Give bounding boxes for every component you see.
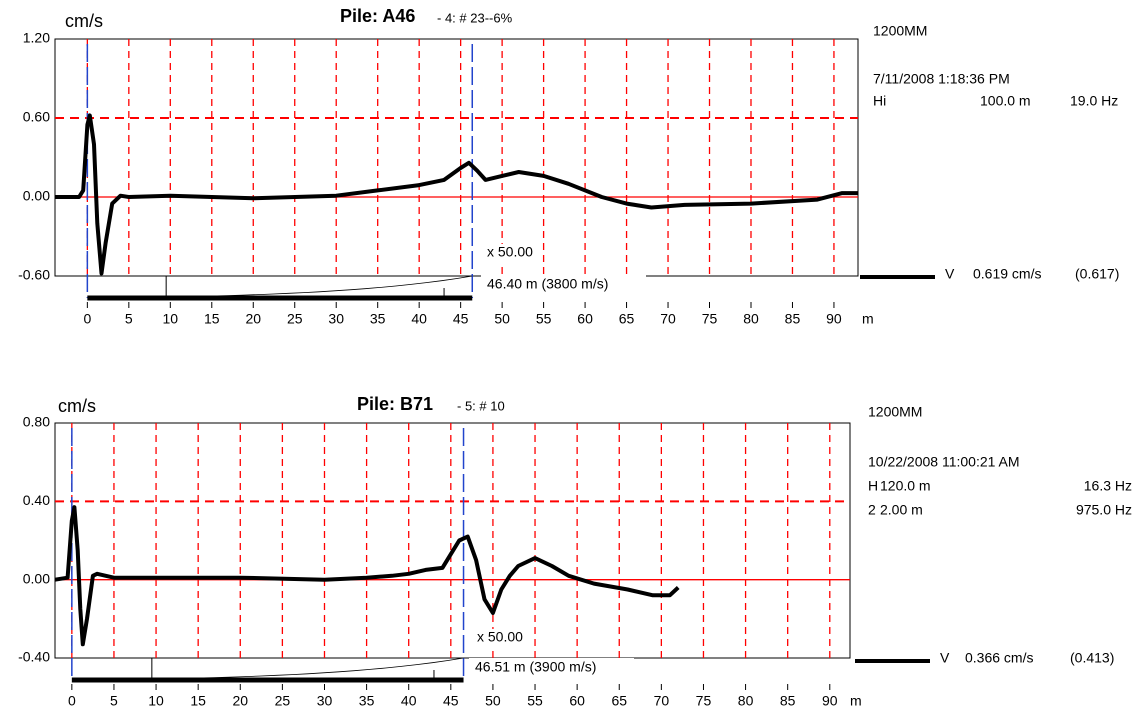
x-tick-label: 20 xyxy=(245,311,261,327)
amplification-curve xyxy=(151,657,464,680)
x-tick-label: 60 xyxy=(569,693,585,709)
x-tick-label: 65 xyxy=(619,311,635,327)
chart-title: Pile: B71 xyxy=(357,394,433,414)
info-text: Hi xyxy=(873,93,886,109)
y-tick-label: 0.00 xyxy=(23,570,50,586)
legend-reference: (0.413) xyxy=(1070,650,1114,666)
velocity-line xyxy=(54,505,680,647)
x-tick-label: 45 xyxy=(453,311,469,327)
label-box xyxy=(469,658,634,678)
y-tick-label: -0.40 xyxy=(18,649,50,665)
x-tick-label: 35 xyxy=(359,693,375,709)
y-tick-label: 0.80 xyxy=(23,414,50,430)
info-text: 10/22/2008 11:00:21 AM xyxy=(868,454,1020,470)
label-box xyxy=(481,244,541,262)
info-text: 2.00 m xyxy=(880,502,923,518)
x-unit: m xyxy=(850,693,862,709)
y-unit: cm/s xyxy=(65,11,103,31)
legend-value: 0.619 cm/s xyxy=(973,266,1041,282)
plot-frame xyxy=(54,38,859,277)
y-tick-label: 0.60 xyxy=(23,109,50,125)
info-text: 100.0 m xyxy=(980,93,1031,109)
label-box xyxy=(481,275,646,295)
amplification-label: x 50.00 xyxy=(477,629,523,645)
x-tick-label: 80 xyxy=(743,311,759,327)
x-tick-label: 10 xyxy=(163,311,179,327)
amplification-label: x 50.00 xyxy=(487,244,533,260)
x-tick-label: 0 xyxy=(83,311,91,327)
chart-title: Pile: A46 xyxy=(340,6,415,26)
x-tick-label: 85 xyxy=(785,311,801,327)
x-tick-label: 50 xyxy=(494,311,510,327)
info-text: 16.3 Hz xyxy=(1084,478,1132,494)
chart-subtitle: - 5: # 10 xyxy=(457,398,505,413)
x-tick-label: 85 xyxy=(780,693,796,709)
legend-label: V xyxy=(940,650,950,666)
amplification-curve xyxy=(166,275,473,298)
x-tick-label: 0 xyxy=(68,693,76,709)
info-text: 2 xyxy=(868,502,876,518)
info-text: 120.0 m xyxy=(880,478,931,494)
chart-subtitle: - 4: # 23--6% xyxy=(437,10,513,25)
x-tick-label: 70 xyxy=(660,311,676,327)
x-tick-label: 65 xyxy=(611,693,627,709)
x-tick-label: 5 xyxy=(110,693,118,709)
x-tick-label: 15 xyxy=(190,693,206,709)
x-tick-label: 20 xyxy=(232,693,248,709)
legend-reference: (0.617) xyxy=(1075,266,1119,282)
legend-label: V xyxy=(945,266,955,282)
info-text: 975.0 Hz xyxy=(1076,502,1132,518)
x-tick-label: 35 xyxy=(370,311,386,327)
x-tick-label: 75 xyxy=(702,311,718,327)
x-tick-label: 5 xyxy=(125,311,133,327)
x-tick-label: 50 xyxy=(485,693,501,709)
x-tick-label: 25 xyxy=(275,693,291,709)
x-tick-label: 40 xyxy=(411,311,427,327)
x-tick-label: 60 xyxy=(577,311,593,327)
legend-value: 0.366 cm/s xyxy=(965,650,1033,666)
depth-label: 46.51 m (3900 m/s) xyxy=(475,659,596,675)
x-tick-label: 75 xyxy=(696,693,712,709)
plot-frame xyxy=(54,422,851,659)
x-tick-label: 40 xyxy=(401,693,417,709)
y-tick-label: -0.60 xyxy=(18,267,50,283)
label-box xyxy=(471,629,531,647)
info-text: 7/11/2008 1:18:36 PM xyxy=(873,71,1010,87)
x-tick-label: 45 xyxy=(443,693,459,709)
velocity-line xyxy=(55,113,858,276)
depth-label: 46.40 m (3800 m/s) xyxy=(487,276,608,292)
x-tick-label: 55 xyxy=(536,311,552,327)
x-tick-label: 55 xyxy=(527,693,543,709)
y-tick-label: 1.20 xyxy=(23,30,50,46)
info-text: 1200MM xyxy=(868,404,922,420)
x-tick-label: 25 xyxy=(287,311,303,327)
y-tick-label: 0.00 xyxy=(23,188,50,204)
info-text: H xyxy=(868,478,878,494)
y-unit: cm/s xyxy=(58,396,96,416)
x-tick-label: 30 xyxy=(317,693,333,709)
x-tick-label: 70 xyxy=(654,693,670,709)
x-tick-label: 30 xyxy=(328,311,344,327)
x-tick-label: 90 xyxy=(826,311,842,327)
y-tick-label: 0.40 xyxy=(23,492,50,508)
info-text: 19.0 Hz xyxy=(1070,93,1118,109)
x-unit: m xyxy=(862,311,874,327)
x-tick-label: 15 xyxy=(204,311,220,327)
x-tick-label: 80 xyxy=(738,693,754,709)
x-tick-label: 10 xyxy=(148,693,164,709)
info-text: 1200MM xyxy=(873,23,927,39)
x-tick-label: 90 xyxy=(822,693,838,709)
